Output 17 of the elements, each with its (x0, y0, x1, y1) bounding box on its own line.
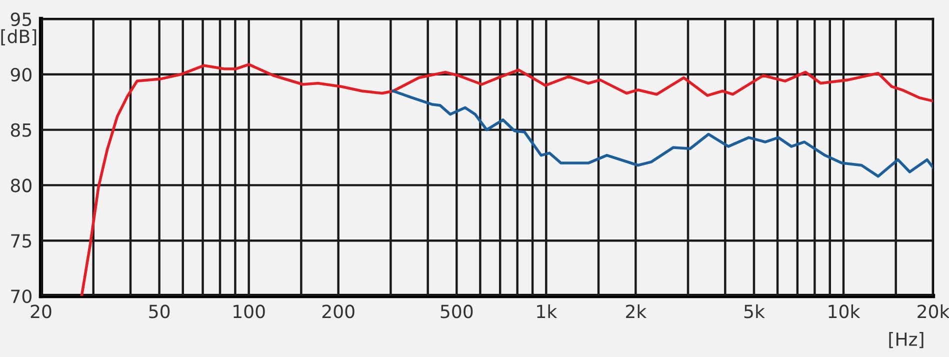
x-tick-label: 10k (828, 304, 860, 318)
x-tick-label: 20 (30, 304, 52, 318)
x-tick-label: 200 (322, 304, 354, 318)
y-tick-label: 80 (10, 178, 32, 192)
y-tick-label: 70 (11, 289, 32, 304)
y-tick-label: 95 (10, 12, 32, 26)
x-tick-label: 500 (440, 304, 473, 318)
x-tick-label: 50 (149, 304, 170, 318)
x-tick-label: 100 (234, 304, 265, 318)
x-tick-label: 5k (744, 304, 765, 318)
y-tick-label: 90 (10, 68, 32, 82)
x-axis-title: [Hz] (889, 332, 924, 348)
y-tick-label: 85 (10, 123, 32, 137)
x-tick-label: 1k (537, 304, 558, 318)
x-tick-label: 2k (626, 304, 647, 318)
y-axis-title: [dB] (1, 29, 36, 46)
y-tick-label: 75 (11, 234, 32, 248)
